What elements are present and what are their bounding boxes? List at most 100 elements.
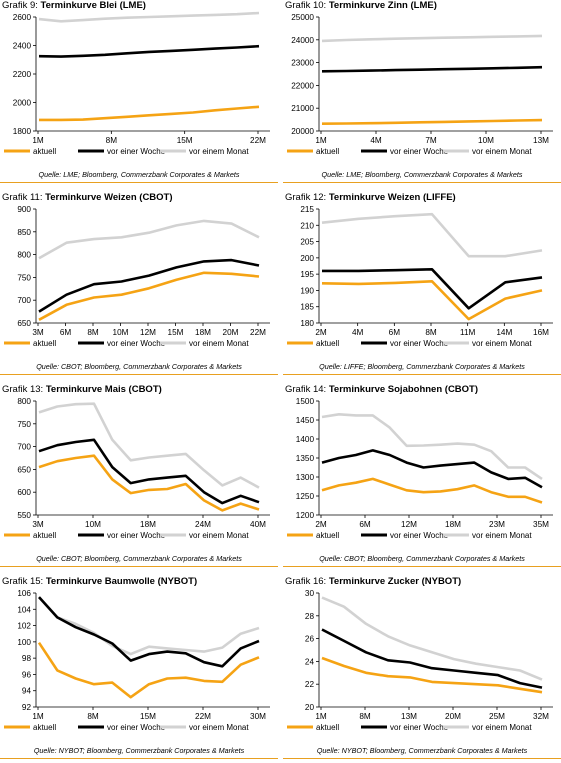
y-tick-label: 1500 [296, 397, 315, 406]
series-line-1 [322, 268, 543, 310]
x-tick-label: 6M [359, 520, 371, 529]
x-tick-label: 22M [250, 136, 266, 145]
x-tick-label: 10M [113, 328, 129, 337]
x-tick-label: 10M [85, 520, 101, 529]
y-tick-label: 26 [305, 635, 315, 644]
series-line-0 [37, 641, 260, 699]
chart-svg: 1200 1250 1300 1350 1400 1450 1500 2M 6M 12M 18M 23… [287, 397, 553, 540]
legend-label: aktuell [33, 339, 56, 348]
chart-title: Grafik 13: Terminkurve Mais (CBOT) [2, 384, 162, 395]
x-tick-label: 2M [315, 328, 327, 337]
chart-svg: 1800 2000 2200 2400 2600 1M 8M 15M 22M aktuell vor… [4, 11, 270, 156]
legend-label: aktuell [33, 147, 56, 156]
x-tick-label: 1M [315, 712, 327, 721]
y-tick-label: 94 [22, 687, 32, 696]
y-tick-label: 104 [17, 605, 31, 614]
legend-label: vor einem Monat [472, 723, 532, 732]
legend-label: vor einem Monat [472, 147, 532, 156]
x-tick-label: 3M [32, 328, 44, 337]
y-tick-label: 20000 [291, 127, 314, 136]
y-tick-label: 100 [17, 638, 31, 647]
x-tick-label: 24M [195, 520, 211, 529]
y-tick-label: 25000 [291, 13, 314, 22]
series-line-0 [39, 105, 260, 122]
x-tick-label: 7M [425, 136, 437, 145]
y-tick-label: 24 [305, 657, 315, 666]
x-tick-label: 4M [352, 328, 364, 337]
figure-number: Grafik 16: [285, 576, 329, 587]
chart-source: Quelle: CBOT; Bloomberg, Commerzbank Cor… [36, 362, 242, 371]
legend-label: aktuell [33, 723, 56, 732]
x-tick-label: 22M [250, 328, 266, 337]
x-tick-label: 25M [489, 712, 505, 721]
chart-panel: Grafik 15: Terminkurve Baumwolle (NYBOT)… [0, 576, 278, 761]
x-tick-label: 2M [315, 520, 327, 529]
legend-label: vor einem Monat [472, 531, 532, 540]
y-tick-label: 800 [17, 397, 31, 406]
x-tick-label: 15M [168, 328, 184, 337]
series-line-0 [321, 477, 543, 504]
legend-label: vor einer Woche [390, 531, 449, 540]
y-tick-label: 1450 [296, 416, 315, 425]
x-tick-label: 1M [315, 136, 327, 145]
y-tick-label: 22000 [291, 81, 314, 90]
panel-rule [0, 758, 278, 759]
legend-label: aktuell [316, 723, 339, 732]
chart-svg: 650 700 750 800 850 900 3M 6M 8M 10M 12M 15M 18M 20M 2… [4, 205, 270, 348]
chart-svg: 92 94 96 98 100 102 104 106 1M 8M 15M 22M 30M aktuell… [4, 589, 270, 732]
panel-rule [0, 182, 278, 183]
x-tick-label: 18M [445, 520, 461, 529]
x-tick-label: 32M [533, 712, 549, 721]
y-tick-label: 1350 [296, 454, 315, 463]
legend-label: vor einer Woche [107, 723, 166, 732]
chart-svg: 20000 21000 22000 23000 24000 25000 1M 4M 7M 10M 1… [287, 13, 553, 156]
legend-label: vor einer Woche [390, 147, 449, 156]
legend-label: vor einem Monat [189, 339, 249, 348]
chart-title: Grafik 9: Terminkurve Blei (LME) [2, 0, 146, 11]
series-line-2 [38, 402, 260, 489]
y-tick-label: 23000 [291, 59, 314, 68]
series-line-2 [321, 412, 543, 480]
series-line-1 [321, 65, 543, 73]
panel-rule [0, 566, 278, 567]
series-line-2 [38, 596, 260, 656]
x-tick-label: 40M [250, 520, 266, 529]
series-line-1 [38, 596, 260, 668]
y-tick-label: 92 [22, 703, 32, 712]
x-tick-label: 8M [425, 328, 437, 337]
series-line-0 [321, 118, 543, 125]
chart-name: Terminkurve Blei (LME) [40, 0, 146, 11]
chart-name: Terminkurve Weizen (LIFFE) [328, 192, 456, 203]
y-tick-label: 1200 [296, 511, 315, 520]
y-tick-label: 200 [300, 254, 314, 263]
y-tick-label: 600 [17, 488, 31, 497]
legend-label: vor einer Woche [390, 723, 449, 732]
x-tick-label: 12M [401, 520, 417, 529]
chart-source: Quelle: LME; Bloomberg, Commerzbank Corp… [321, 170, 523, 179]
x-tick-label: 6M [60, 328, 72, 337]
series-line-1 [321, 449, 543, 489]
y-tick-label: 700 [17, 443, 31, 452]
figure-number: Grafik 15: [2, 576, 46, 587]
chart-panel: Grafik 9: Terminkurve Blei (LME) 1800 2000… [0, 0, 278, 185]
y-tick-label: 550 [17, 511, 31, 520]
x-tick-label: 1M [32, 712, 44, 721]
y-tick-label: 2200 [13, 70, 32, 79]
chart-panel: Grafik 12: Terminkurve Weizen (LIFFE) 180… [283, 192, 561, 377]
series-line-0 [38, 271, 260, 321]
series-line-2 [38, 11, 260, 23]
figure-number: Grafik 12: [285, 192, 329, 203]
y-tick-label: 21000 [291, 104, 314, 113]
y-tick-label: 190 [300, 286, 314, 295]
x-tick-label: 3M [32, 520, 44, 529]
chart-source: Quelle: LIFFE; Bloomberg, Commerzbank Co… [319, 362, 525, 371]
y-tick-label: 2400 [13, 42, 32, 51]
legend-label: vor einer Woche [390, 339, 449, 348]
x-tick-label: 1M [32, 136, 44, 145]
x-tick-label: 8M [87, 712, 99, 721]
y-tick-label: 210 [300, 221, 314, 230]
chart-title: Grafik 16: Terminkurve Zucker (NYBOT) [285, 576, 461, 587]
panel-rule [283, 566, 561, 567]
chart-name: Terminkurve Zucker (NYBOT) [328, 576, 462, 587]
y-tick-label: 850 [17, 228, 31, 237]
